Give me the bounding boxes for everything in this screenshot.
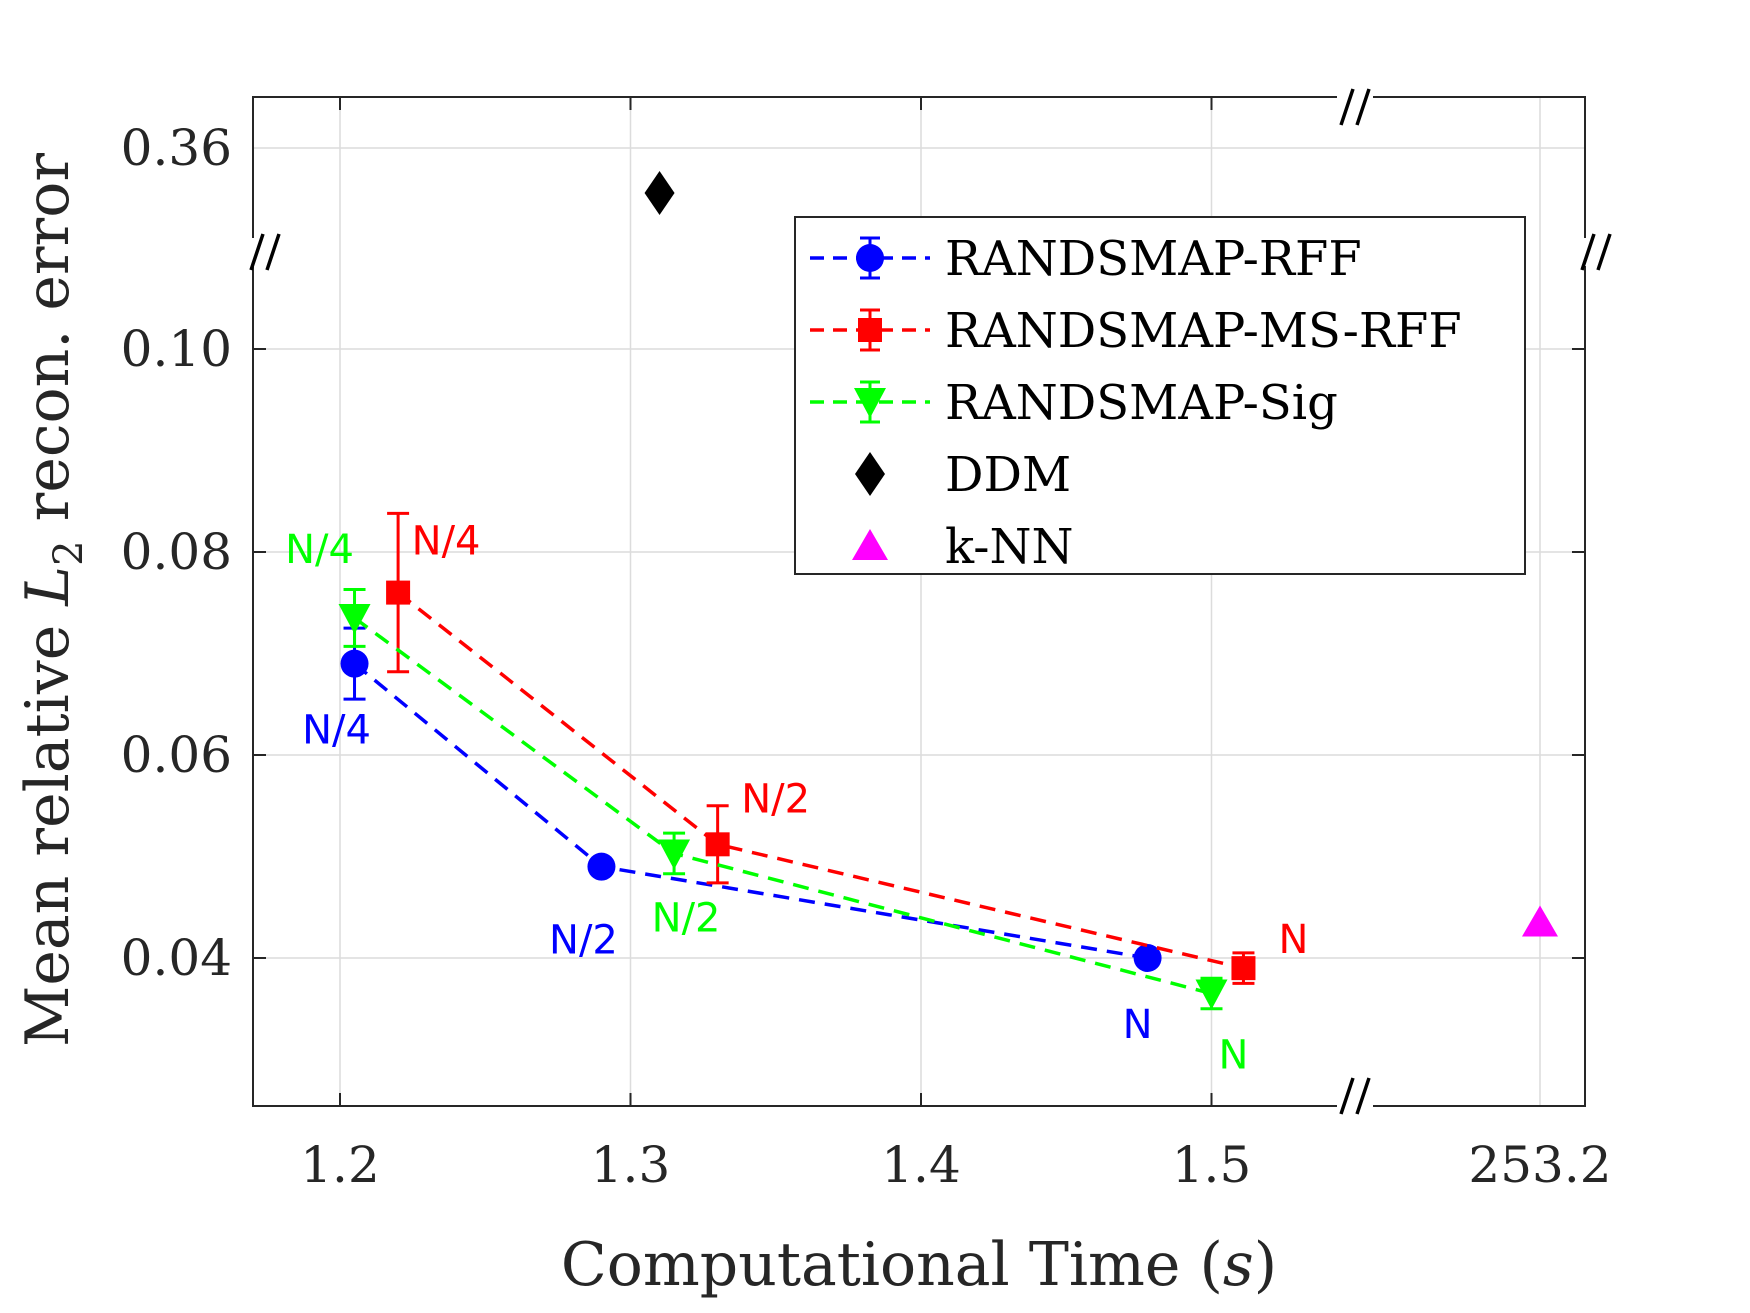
point-annotation: N	[1219, 1033, 1249, 1079]
axis-break-mark	[247, 234, 283, 270]
data-point	[386, 581, 410, 605]
x-tick-label: 1.5	[1172, 1136, 1252, 1194]
y-axis-title: Mean relative L2 recon. error	[13, 153, 92, 1047]
point-annotation: N/2	[652, 895, 721, 941]
data-point	[1196, 980, 1228, 1010]
x-tick-label: 253.2	[1468, 1136, 1611, 1194]
y-tick-label: 0.06	[121, 726, 232, 784]
legend-label: DDM	[945, 447, 1071, 503]
legend: RANDSMAP-RFF RANDSMAP-MS-RFF RANDSMAP-Sig D…	[795, 217, 1525, 575]
legend-marker	[858, 318, 882, 342]
x-tick-label: 1.4	[881, 1136, 961, 1194]
data-point	[587, 853, 615, 881]
series-randsmap-ms-rff: N/4 N/2 N	[386, 513, 1308, 983]
point-annotation: N/4	[302, 708, 371, 754]
axis-break-mark	[1578, 234, 1614, 270]
point-annotation: N/2	[549, 918, 618, 964]
data-point	[706, 832, 730, 856]
point-annotation: N/4	[412, 519, 481, 565]
data-point	[339, 604, 371, 634]
y-tick-label: 0.10	[121, 320, 232, 378]
legend-label: RANDSMAP-RFF	[945, 231, 1362, 287]
point-annotation: N	[1278, 917, 1308, 963]
k-nn-point	[1522, 905, 1558, 936]
series-line	[398, 593, 1243, 969]
legend-marker	[856, 244, 884, 272]
series-randsmap-rff: N/4 N/2 N	[302, 628, 1161, 1048]
x-tick-label: 1.2	[300, 1136, 380, 1194]
axis-break-mark	[1337, 89, 1373, 125]
chart-canvas: 1.2 1.3 1.4 1.5 253.2 0.04 0.06 0.08 0.10 0.36 N/…	[0, 0, 1750, 1313]
legend-label: RANDSMAP-Sig	[945, 375, 1338, 431]
point-annotation: N/2	[741, 776, 810, 822]
data-point	[341, 650, 369, 678]
point-annotation: N	[1123, 1002, 1153, 1048]
legend-label: k-NN	[945, 519, 1073, 575]
legend-label: RANDSMAP-MS-RFF	[945, 303, 1462, 359]
x-tick-label: 1.3	[591, 1136, 671, 1194]
data-point	[658, 839, 690, 869]
x-axis-title: Computational Time (s)	[561, 1230, 1277, 1300]
ddm-point	[645, 171, 675, 215]
axis-break-mark	[1337, 1078, 1373, 1114]
data-point	[1231, 956, 1255, 980]
series-layer: N/4 N/2 N N/4 N/2 N N/4 N/2 N	[285, 513, 1308, 1078]
point-annotation: N/4	[285, 527, 354, 573]
y-tick-label: 0.36	[121, 119, 232, 177]
y-tick-label: 0.08	[121, 523, 232, 581]
y-tick-label: 0.04	[121, 929, 232, 987]
